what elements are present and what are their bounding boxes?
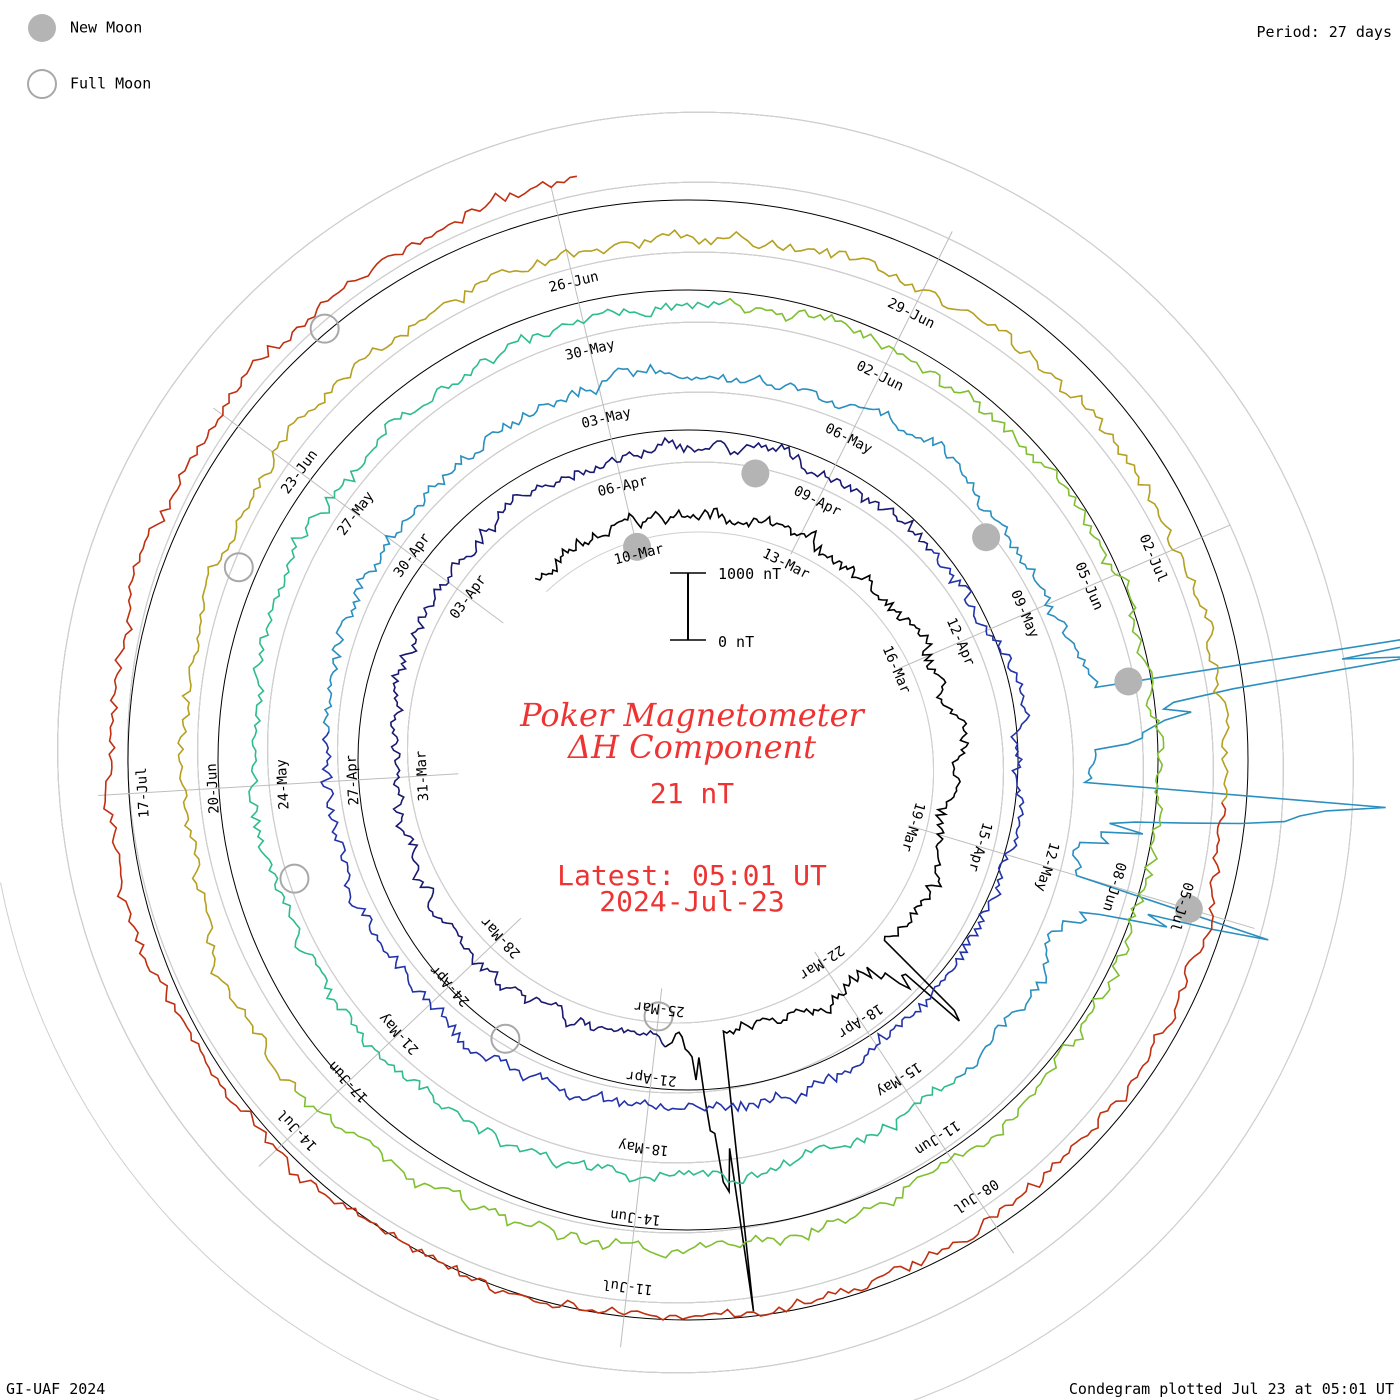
date-label: 20-Jun: [204, 763, 223, 814]
date-label: 14-Jul: [274, 1106, 320, 1154]
current-value: 21 nT: [650, 777, 734, 810]
date-label: 09-May: [1007, 588, 1042, 641]
date-label: 17-Jun: [325, 1058, 371, 1106]
trace-revolution-2: [319, 549, 1031, 1113]
date-label: 06-May: [822, 420, 874, 457]
day-spoke: [790, 231, 953, 555]
new-moon-marker: [1174, 894, 1203, 923]
date-label: 23-Jun: [278, 447, 321, 497]
trace-revolution-1: [390, 436, 932, 1048]
full-moon-marker: [309, 313, 340, 344]
moon-markers: [223, 313, 1203, 1054]
date-label: 15-Apr: [965, 820, 995, 873]
trace-revolution-4: [248, 301, 957, 1185]
full-moon-marker: [223, 552, 254, 583]
date-label: 06-Apr: [596, 473, 649, 500]
latest-date: 2024-Jul-23: [599, 885, 784, 918]
date-label: 27-May: [334, 489, 377, 539]
date-label: 08-Jul: [950, 1175, 1001, 1216]
date-label: 31-Mar: [413, 750, 432, 801]
date-label: 02-Jul: [1136, 532, 1171, 585]
date-label: 30-Apr: [391, 530, 434, 580]
date-label: 21-Apr: [625, 1067, 677, 1089]
chart-title: Poker Magnetometer: [519, 696, 865, 734]
date-label: 22-Mar: [796, 942, 847, 983]
data-traces: [103, 175, 1400, 1321]
day-spoke: [550, 185, 636, 537]
trace-revolution-0: [534, 507, 970, 1312]
date-label: 09-Apr: [791, 483, 843, 520]
date-label: 15-May: [873, 1058, 924, 1099]
guide-circle: [127, 199, 1249, 1321]
latest-time: Latest: 05:01 UT: [557, 859, 827, 892]
date-label: 29-Jun: [885, 295, 937, 332]
period-label: Period: 27 days: [1257, 23, 1392, 41]
date-label: 27-Apr: [344, 754, 363, 805]
trace-revolution-6: [177, 229, 1230, 1092]
reference-rings: [0, 111, 1354, 1400]
date-label: 21-May: [376, 1010, 422, 1058]
scale-top-label: 1000 nT: [718, 565, 781, 583]
chart-subtitle: ΔH Component: [566, 728, 816, 766]
full-moon-marker: [279, 863, 310, 894]
trace-revolution-7: [103, 316, 1227, 1321]
new-moon-legend-label: New Moon: [70, 19, 142, 37]
day-spoke: [898, 524, 1231, 669]
scale-bar: 1000 nT 0 nT: [670, 565, 781, 651]
date-label: 02-Jun: [854, 358, 906, 395]
date-label: 05-Jun: [1071, 560, 1106, 613]
day-spoke: [212, 407, 504, 624]
guide-circle: [217, 289, 1159, 1231]
date-label: 16-Mar: [879, 643, 914, 696]
date-label: 18-May: [617, 1137, 669, 1159]
date-label: 24-Apr: [427, 962, 473, 1010]
date-label: 12-Apr: [943, 616, 978, 669]
new-moon-marker: [623, 532, 652, 561]
date-label: 11-Jun: [912, 1117, 963, 1158]
date-label: 25-Mar: [633, 998, 685, 1020]
full-moon-legend-label: Full Moon: [70, 75, 151, 93]
new-moon-marker: [1114, 667, 1143, 696]
footer-credit: GI-UAF 2024: [6, 1380, 105, 1398]
day-spoke: [619, 988, 663, 1348]
date-label: 19-Mar: [898, 800, 928, 853]
full-moon-marker: [643, 1001, 674, 1032]
scale-bottom-label: 0 nT: [718, 633, 754, 651]
footer-plotted: Condegram plotted Jul 23 at 05:01 UT: [1069, 1380, 1394, 1398]
date-label: 12-May: [1032, 840, 1062, 893]
full-moon-legend-icon: [27, 69, 57, 99]
date-label: 24-May: [274, 759, 293, 810]
trace-revolution-8: [313, 175, 578, 318]
date-label: 17-Jul: [134, 767, 153, 818]
new-moon-legend-icon: [28, 14, 56, 42]
trace-revolution-5: [294, 297, 1165, 1259]
date-label: 08-Jun: [1099, 860, 1129, 913]
guide-circle: [357, 429, 1019, 1091]
trace-revolution-3: [322, 363, 1400, 1079]
full-moon-marker: [490, 1023, 521, 1054]
new-moon-marker: [741, 459, 770, 488]
date-label: 14-Jun: [609, 1206, 661, 1228]
date-label: 28-Mar: [478, 913, 524, 961]
date-label: 03-Apr: [447, 572, 490, 622]
new-moon-marker: [972, 523, 1001, 552]
day-spoke: [258, 917, 522, 1167]
date-label: 11-Jul: [601, 1276, 653, 1298]
reference-ring: [0, 111, 1354, 1400]
